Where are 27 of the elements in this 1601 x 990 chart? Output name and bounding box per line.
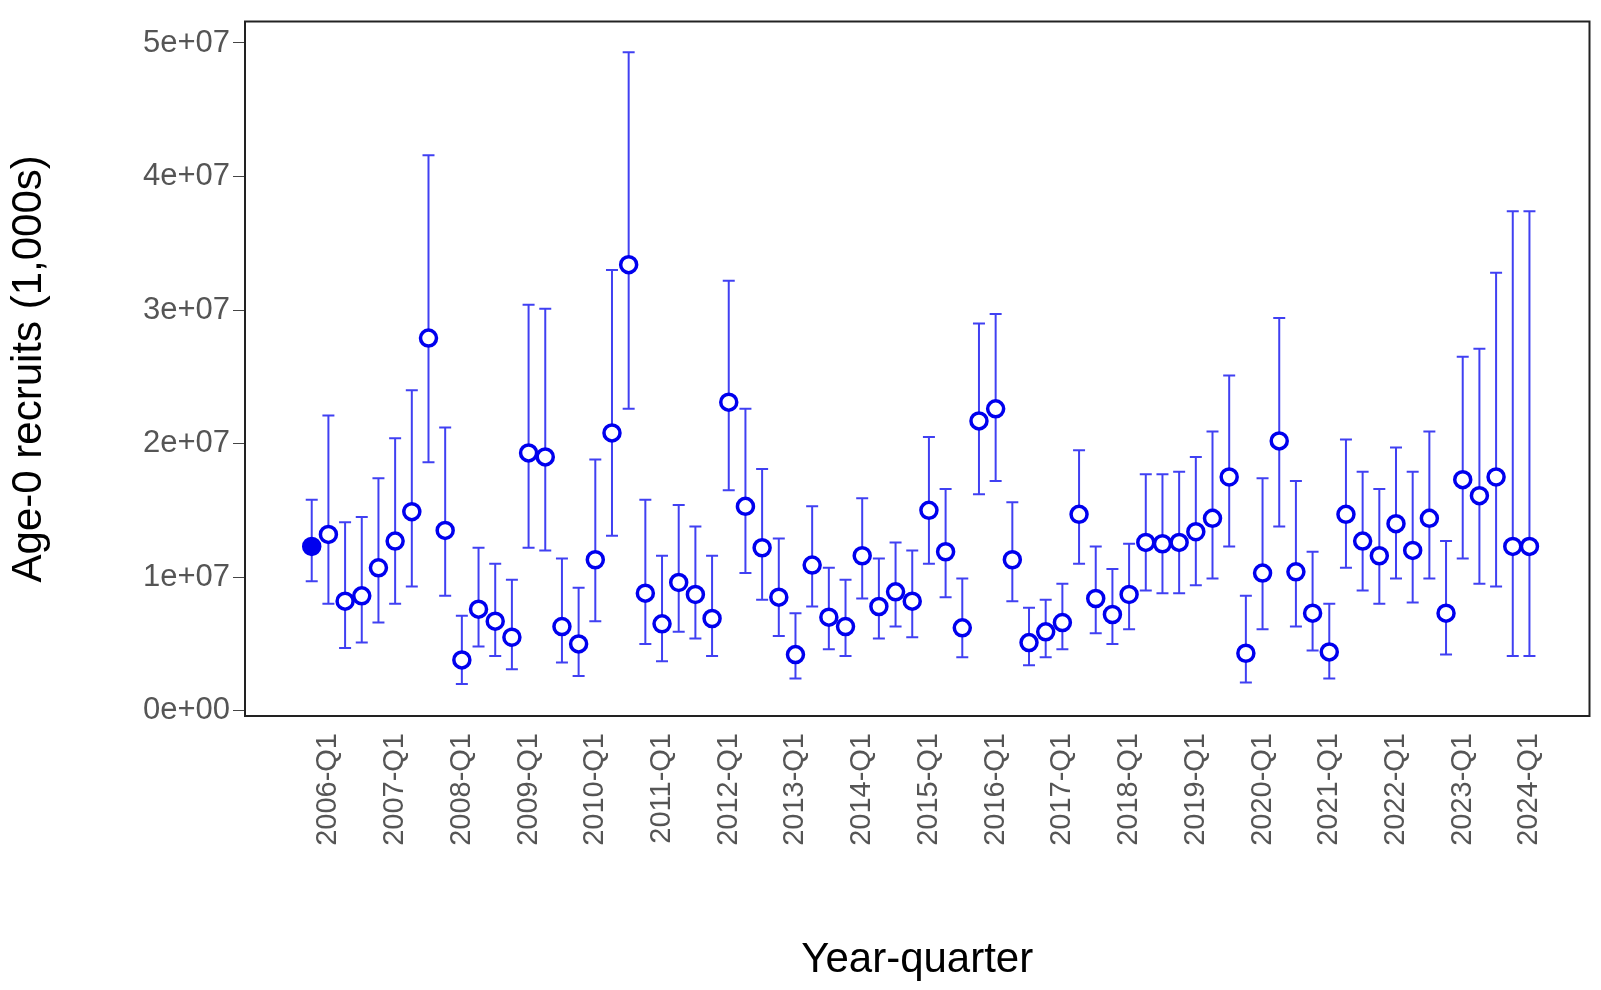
y-tick-label: 1e+07	[142, 557, 230, 593]
x-tick-label: 2013-Q1	[777, 733, 810, 846]
x-tick-label: 2014-Q1	[844, 733, 877, 846]
y-tick-label: 3e+07	[142, 290, 230, 326]
x-tick-label: 2010-Q1	[577, 733, 610, 846]
x-tick-label: 2006-Q1	[310, 733, 343, 846]
x-tick-label: 2008-Q1	[443, 733, 476, 846]
y-tick-label: 0e+00	[142, 691, 230, 727]
y-tick-label: 4e+07	[142, 157, 230, 193]
x-tick-label: 2020-Q1	[1244, 733, 1277, 846]
x-tick-label: 2009-Q1	[510, 733, 543, 846]
y-tick-label: 2e+07	[142, 424, 230, 460]
x-tick-label: 2021-Q1	[1311, 733, 1344, 846]
x-tick-label: 2012-Q1	[710, 733, 743, 846]
x-tick-label: 2019-Q1	[1177, 733, 1210, 846]
x-tick-label: 2017-Q1	[1044, 733, 1077, 846]
x-tick-label: 2022-Q1	[1378, 733, 1410, 846]
x-tick-label: 2016-Q1	[977, 733, 1010, 846]
y-tick-label: 5e+07	[142, 23, 230, 59]
x-tick-label: 2011-Q1	[644, 733, 677, 844]
x-tick-label: 2018-Q1	[1111, 733, 1144, 846]
x-tick-label: 2023-Q1	[1444, 733, 1477, 846]
x-tick-label: 2007-Q1	[377, 733, 410, 846]
x-tick-label: 2024-Q1	[1511, 733, 1544, 846]
x-axis-title: Year-quarter	[801, 934, 1034, 982]
x-tick-label: 2015-Q1	[910, 733, 943, 846]
y-axis-title: Age-0 recruits (1,000s)	[2, 155, 50, 583]
